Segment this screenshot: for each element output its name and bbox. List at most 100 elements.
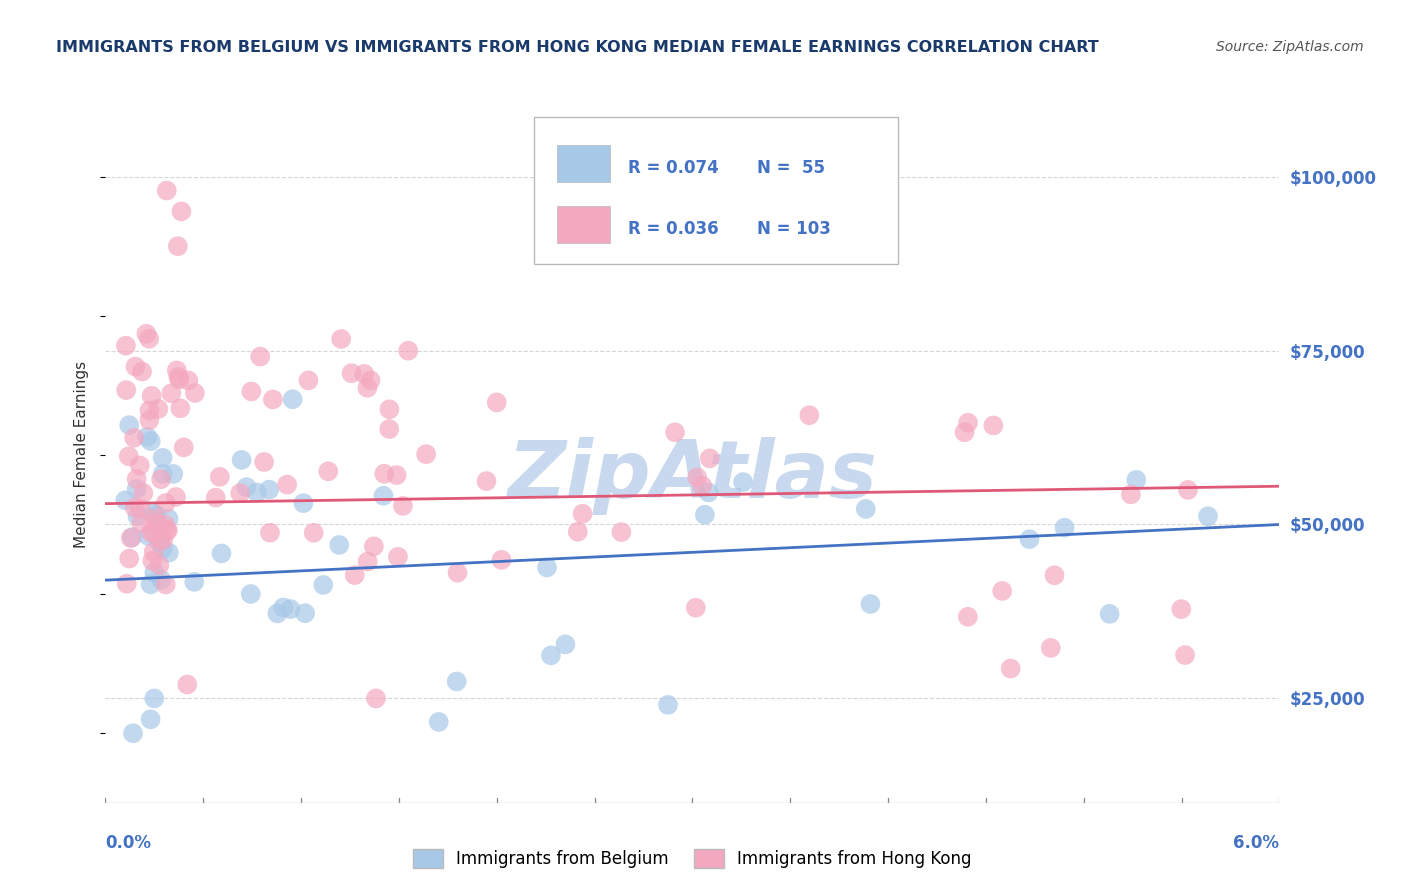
Point — [143, 516, 166, 530]
Point — [169, 401, 191, 416]
Point — [536, 560, 558, 574]
Point — [128, 458, 150, 473]
Point — [118, 551, 141, 566]
Point — [135, 326, 157, 341]
Point — [1174, 648, 1197, 662]
Point — [356, 381, 378, 395]
Point — [142, 506, 165, 520]
Point — [157, 546, 180, 560]
Point — [1039, 640, 1062, 655]
Point — [259, 525, 281, 540]
Point — [152, 533, 174, 547]
Point — [353, 367, 375, 381]
Point — [150, 472, 173, 486]
Point — [148, 401, 170, 416]
Point — [249, 350, 271, 364]
Point — [165, 490, 187, 504]
Point — [162, 467, 184, 481]
Point — [124, 500, 146, 515]
Point — [1098, 607, 1121, 621]
Point — [1018, 532, 1040, 546]
Point — [343, 568, 366, 582]
Point — [139, 712, 162, 726]
Point — [235, 480, 257, 494]
FancyBboxPatch shape — [557, 206, 610, 244]
Point — [294, 606, 316, 620]
Point — [257, 483, 280, 497]
Point — [330, 332, 353, 346]
Point — [328, 538, 350, 552]
Point — [149, 533, 172, 547]
Point — [571, 507, 593, 521]
Text: Source: ZipAtlas.com: Source: ZipAtlas.com — [1216, 40, 1364, 54]
Point — [240, 384, 263, 399]
Point — [125, 472, 148, 486]
Point — [1177, 483, 1199, 497]
Point — [239, 587, 262, 601]
Point — [138, 332, 160, 346]
Point — [183, 574, 205, 589]
Point — [475, 474, 498, 488]
Point — [491, 553, 513, 567]
Point — [115, 339, 138, 353]
Point — [953, 425, 976, 440]
Point — [396, 343, 419, 358]
Text: R = 0.074: R = 0.074 — [628, 160, 718, 178]
Point — [145, 508, 167, 522]
Point — [427, 714, 450, 729]
Point — [152, 541, 174, 556]
Point — [983, 418, 1005, 433]
Point — [139, 525, 162, 540]
Point — [956, 609, 979, 624]
Point — [1170, 602, 1192, 616]
Point — [122, 431, 145, 445]
Point — [690, 478, 713, 492]
Point — [292, 496, 315, 510]
Point — [129, 502, 152, 516]
Point — [160, 386, 183, 401]
Point — [281, 392, 304, 407]
Point — [991, 583, 1014, 598]
Point — [166, 363, 188, 377]
Point — [956, 416, 979, 430]
Point — [392, 499, 415, 513]
Point — [208, 470, 231, 484]
Point — [387, 549, 409, 564]
Point — [139, 434, 162, 448]
Point — [115, 576, 138, 591]
Point — [211, 546, 233, 560]
Point — [142, 545, 165, 559]
Point — [141, 389, 163, 403]
Point — [122, 726, 145, 740]
Point — [685, 600, 707, 615]
Point — [155, 496, 177, 510]
Point — [657, 698, 679, 712]
Point — [141, 554, 163, 568]
Point — [170, 204, 193, 219]
Point — [360, 373, 382, 387]
Point — [136, 529, 159, 543]
Point — [125, 482, 148, 496]
Point — [204, 491, 226, 505]
Point — [166, 239, 188, 253]
Point — [139, 577, 162, 591]
Point — [136, 430, 159, 444]
Point — [143, 511, 166, 525]
Point — [266, 607, 288, 621]
Point — [373, 467, 395, 481]
Point — [699, 451, 721, 466]
Point — [177, 374, 200, 388]
Point — [302, 525, 325, 540]
Point — [148, 558, 170, 573]
Point — [132, 486, 155, 500]
Point — [1197, 509, 1219, 524]
Point — [610, 525, 633, 540]
Point — [1119, 487, 1142, 501]
Point — [155, 577, 177, 591]
Point — [118, 418, 141, 433]
Point — [138, 413, 160, 427]
Point — [378, 402, 401, 417]
Point — [143, 691, 166, 706]
Point — [253, 455, 276, 469]
Point — [318, 464, 340, 478]
